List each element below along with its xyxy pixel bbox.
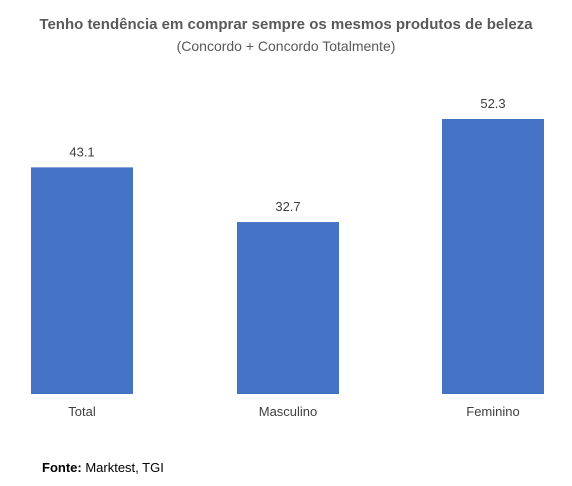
- bar-masculino: [237, 222, 339, 394]
- x-axis-labels-group: Total Masculino Feminino: [68, 404, 519, 419]
- bar-total: [31, 167, 133, 394]
- source-text: Marktest, TGI: [81, 460, 164, 475]
- source-label: Fonte:: [42, 460, 82, 475]
- value-label-masculino: 32.7: [275, 199, 300, 214]
- category-label-masculino: Masculino: [259, 404, 318, 419]
- chart-title: Tenho tendência em comprar sempre os mes…: [39, 16, 533, 33]
- bar-feminino: [442, 119, 544, 394]
- value-labels-group: 43.1 32.7 52.3: [69, 96, 505, 214]
- bars-group: [31, 119, 544, 394]
- value-label-total: 43.1: [69, 144, 94, 159]
- category-label-total: Total: [68, 404, 96, 419]
- chart-subtitle: (Concordo + Concordo Totalmente): [176, 38, 396, 54]
- source-note: Fonte: Marktest, TGI: [42, 460, 164, 475]
- value-label-feminino: 52.3: [480, 96, 505, 111]
- category-label-feminino: Feminino: [466, 404, 519, 419]
